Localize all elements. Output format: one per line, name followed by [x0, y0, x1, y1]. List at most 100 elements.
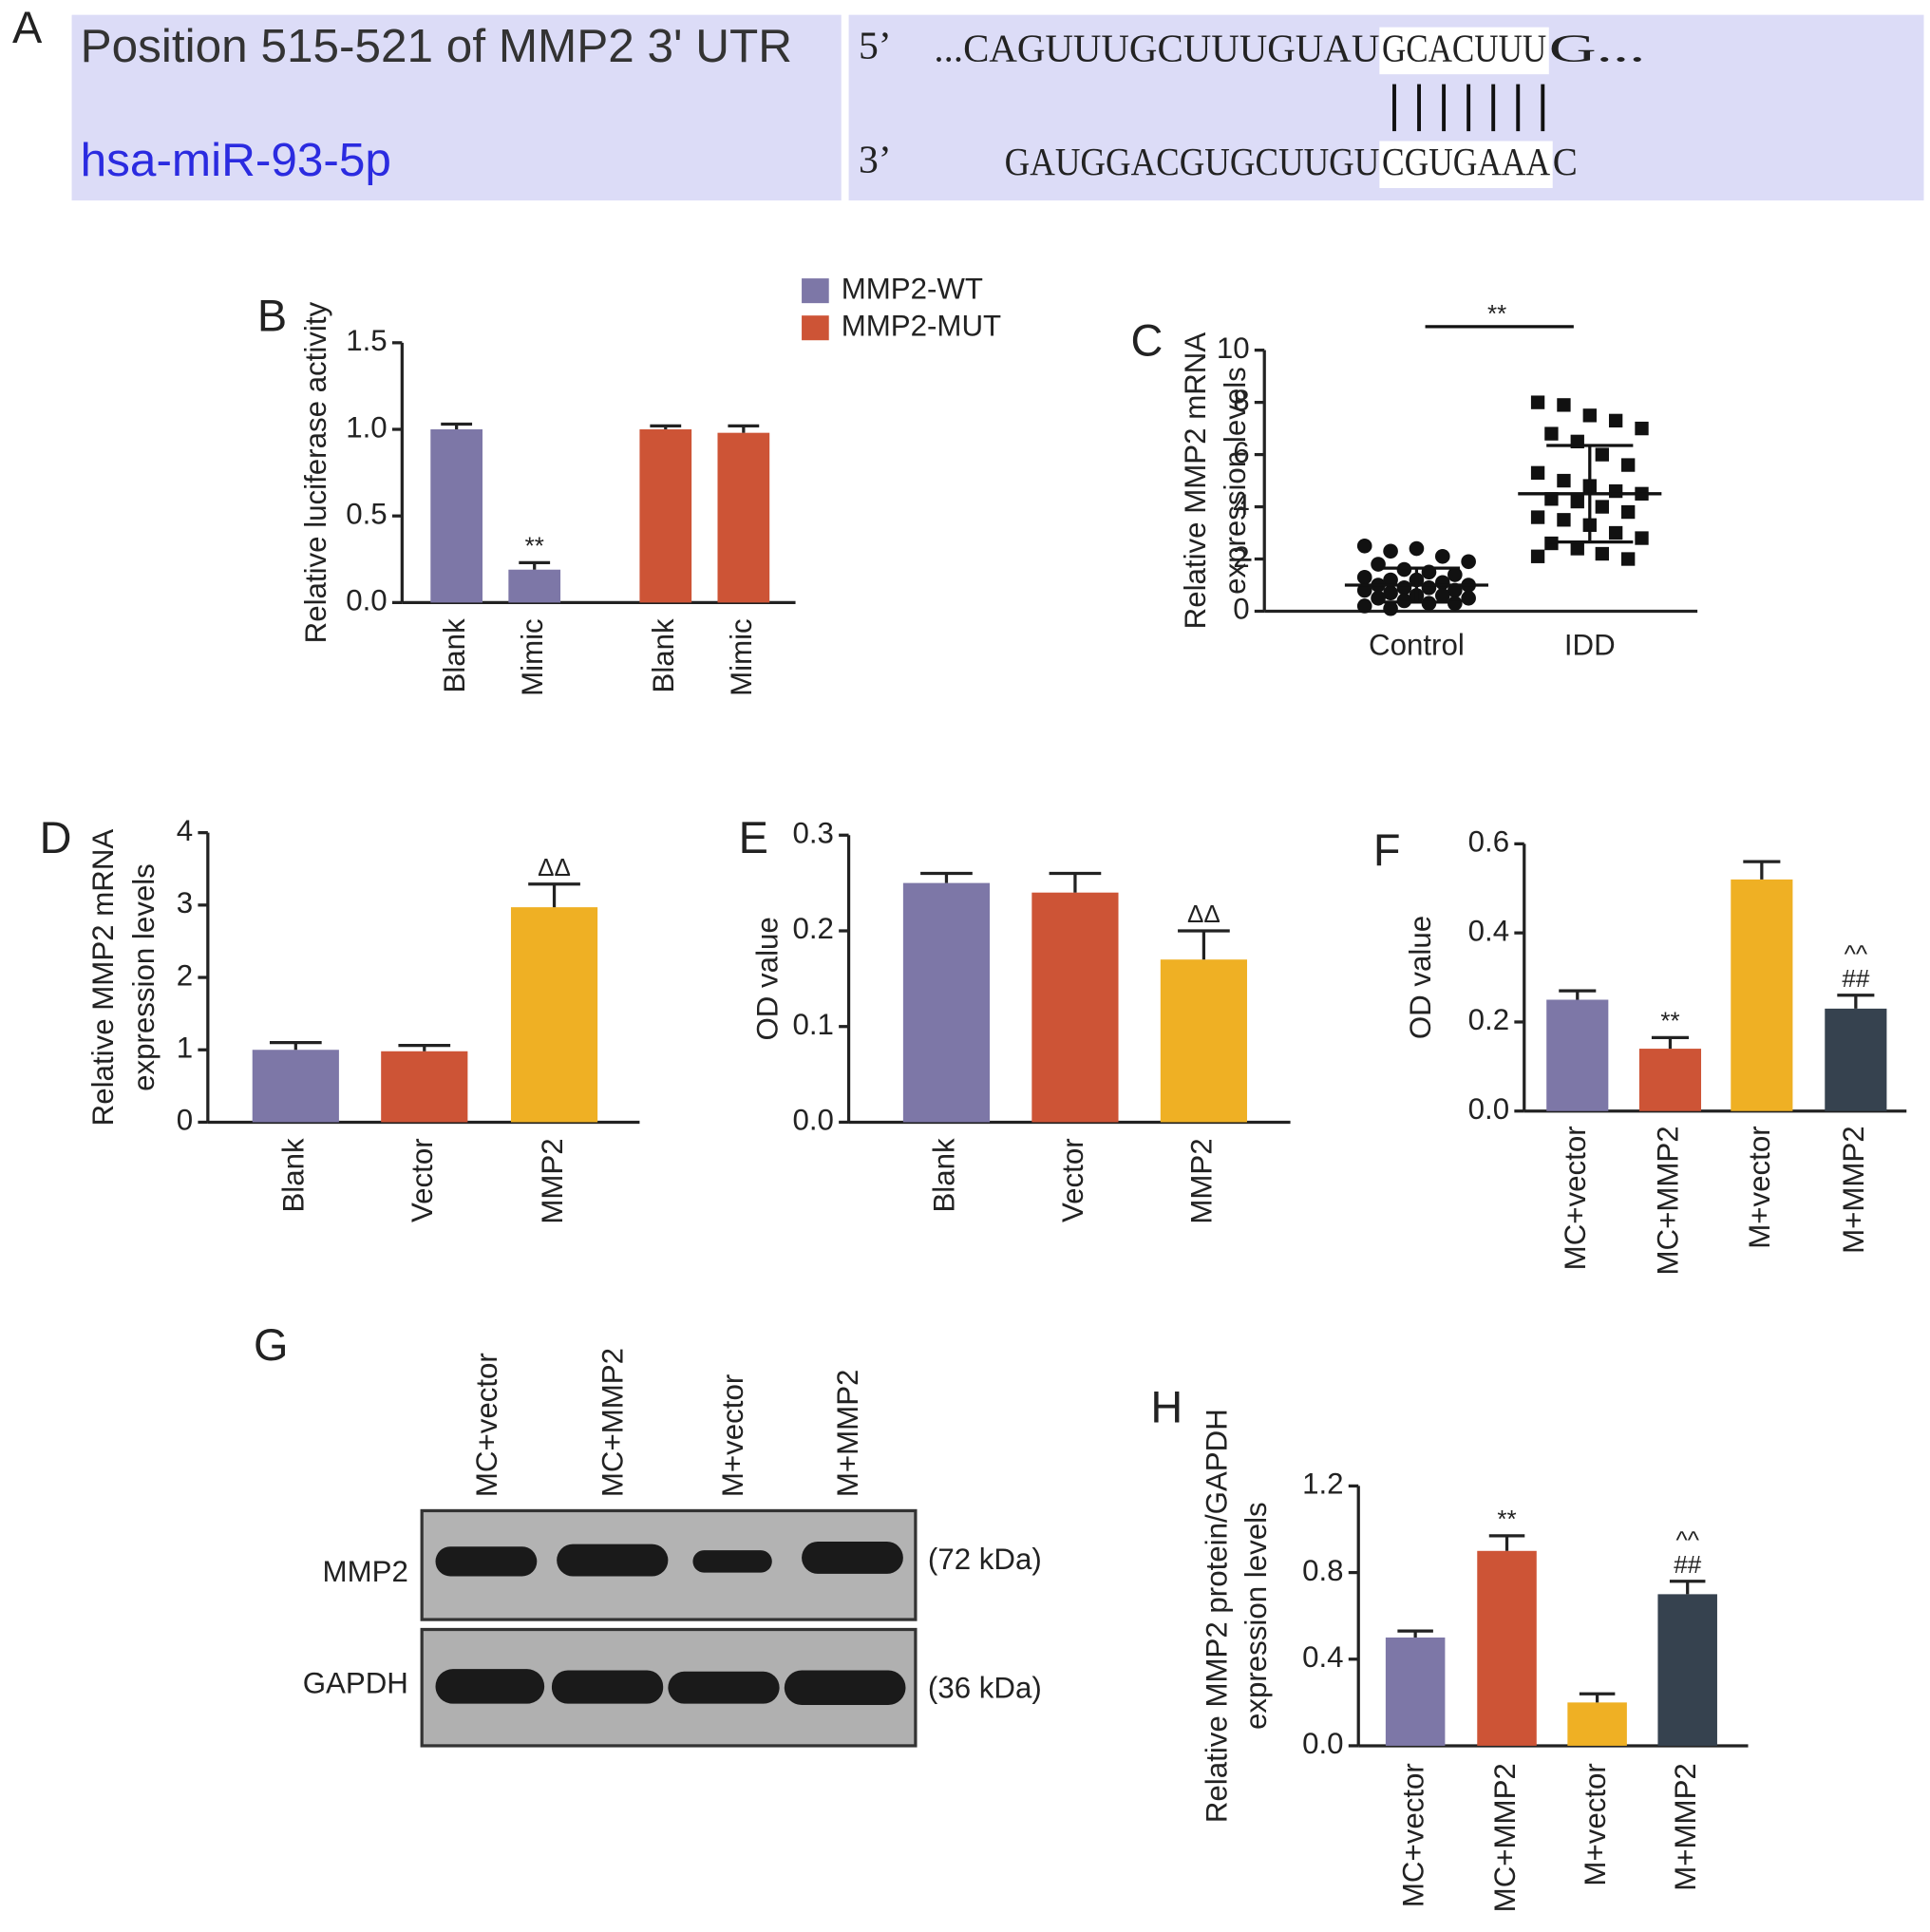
strand-end: 3’ [859, 139, 892, 182]
y-tick-label: 8 [1233, 384, 1249, 417]
data-point [1409, 540, 1425, 557]
x-tick-label: Blank [928, 1138, 961, 1213]
data-point [1448, 567, 1463, 582]
y-tick-label: 0.4 [1468, 914, 1509, 947]
x-tick-label: MC+MMP2 [1488, 1763, 1522, 1912]
bar [510, 907, 598, 1123]
panel-label: F [1373, 825, 1401, 875]
y-tick-label: 0.2 [792, 912, 833, 945]
y-tick-label: 0.0 [1468, 1092, 1509, 1126]
y-tick-label: 1.5 [346, 324, 387, 357]
x-tick-label: Blank [647, 618, 680, 693]
x-tick-label: Control [1369, 629, 1465, 662]
bar [252, 1050, 339, 1123]
y-axis-title: expression levels [1239, 1502, 1273, 1730]
lane-label: M+MMP2 [831, 1370, 864, 1498]
x-tick-label: Mimic [516, 618, 549, 696]
y-tick-label: 2 [1233, 540, 1249, 574]
x-tick-label: Vector [1056, 1138, 1089, 1222]
legend-swatch [802, 315, 829, 341]
data-point [1621, 552, 1636, 566]
data-point [1608, 413, 1623, 428]
data-point [1461, 554, 1476, 570]
y-axis-title: OD value [750, 917, 784, 1040]
y-tick-label: 2 [177, 958, 193, 992]
seed-highlight [1379, 141, 1553, 189]
bar [1385, 1637, 1446, 1746]
strand-end: 5’ [859, 25, 892, 68]
data-point [1530, 549, 1545, 563]
panel-label: A [12, 3, 43, 52]
data-point [1557, 398, 1571, 412]
y-tick-label: 0.2 [1468, 1003, 1509, 1036]
significance-mark: ** [525, 532, 544, 560]
lane-label: MC+vector [470, 1353, 503, 1497]
significance-mark: ** [1487, 299, 1506, 328]
data-point [1530, 510, 1545, 524]
bar [1567, 1702, 1627, 1746]
bar [508, 569, 561, 603]
row-label: MMP2 [323, 1555, 408, 1588]
target-sequence: G... [1549, 27, 1646, 70]
x-tick-label: Blank [277, 1138, 311, 1213]
legend-swatch [802, 278, 829, 304]
significance-mark: ^^ [1845, 939, 1868, 968]
y-tick-label: 0.4 [1302, 1640, 1343, 1674]
target-seed: GCACUUU [1382, 27, 1546, 70]
x-tick-label: Vector [406, 1138, 439, 1222]
target-sequence: ...CAGUUUGCUUUGUAU [934, 27, 1379, 70]
y-tick-label: 0 [1233, 593, 1249, 626]
bar [430, 429, 482, 603]
panel-label: G [254, 1320, 288, 1370]
bar [381, 1051, 468, 1123]
seed-highlight [1379, 27, 1549, 75]
x-tick-label: MMP2 [1185, 1138, 1219, 1223]
x-tick-label: IDD [1564, 629, 1616, 662]
bar [1031, 892, 1119, 1123]
x-tick-label: MC+MMP2 [1652, 1126, 1685, 1275]
bar [1731, 879, 1793, 1111]
x-tick-label: M+MMP2 [1837, 1126, 1870, 1254]
bar [1825, 1008, 1887, 1111]
data-point [1595, 546, 1609, 561]
panel-label: C [1131, 316, 1164, 366]
base-pairs [1392, 84, 1545, 132]
bar [1160, 959, 1247, 1123]
row-label: GAPDH [303, 1666, 408, 1699]
x-tick-label: M+vector [1579, 1763, 1612, 1885]
significance-mark: ΔΔ [538, 853, 571, 881]
significance-mark: ## [1674, 1550, 1701, 1579]
data-point [1635, 531, 1649, 545]
data-point [1383, 543, 1398, 559]
data-point [1608, 483, 1623, 499]
data-point [1383, 585, 1398, 601]
bar [1477, 1550, 1537, 1746]
y-axis-title: expression levels [127, 863, 161, 1091]
target-label: Position 515-521 of MMP2 3' UTR [81, 20, 792, 72]
significance-mark: ΔΔ [1187, 900, 1220, 928]
bar [717, 432, 770, 603]
data-point [1557, 513, 1571, 527]
panel-label: D [40, 813, 72, 862]
size-label: (36 kDa) [928, 1672, 1042, 1705]
data-point [1434, 575, 1450, 591]
x-tick-label: M+vector [1743, 1126, 1776, 1248]
y-tick-label: 4 [1233, 488, 1249, 521]
mirna-seed: CGUGAAA [1382, 141, 1550, 184]
lane-label: MC+MMP2 [596, 1348, 630, 1497]
data-point [1434, 548, 1450, 564]
data-point [1544, 492, 1559, 506]
y-tick-label: 0.6 [1468, 825, 1509, 859]
y-tick-label: 1.0 [346, 410, 387, 444]
significance-mark: ^^ [1675, 1525, 1699, 1554]
data-point [1356, 598, 1372, 614]
data-point [1570, 541, 1584, 556]
data-point [1356, 538, 1372, 554]
y-tick-label: 0.5 [346, 497, 387, 530]
data-point [1530, 465, 1545, 480]
y-tick-label: 10 [1217, 331, 1250, 365]
bar [1638, 1049, 1702, 1111]
y-axis-title: OD value [1404, 916, 1437, 1039]
bands [435, 1542, 906, 1705]
y-tick-label: 6 [1233, 436, 1249, 469]
